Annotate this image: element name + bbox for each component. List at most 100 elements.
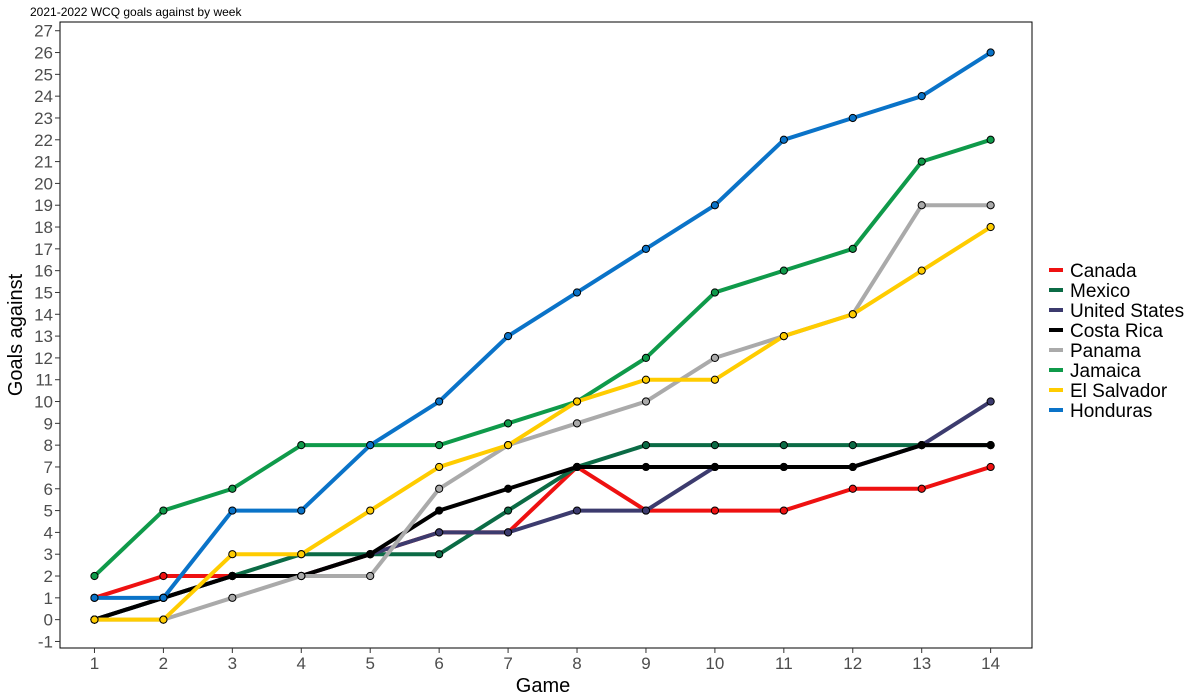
y-tick-label: 4 bbox=[44, 523, 53, 542]
legend-label-el-salvador: El Salvador bbox=[1070, 381, 1168, 402]
y-tick-label: 16 bbox=[34, 262, 53, 281]
data-point-panama bbox=[366, 571, 375, 581]
y-tick-label: 15 bbox=[34, 283, 53, 302]
data-point-mexico bbox=[848, 441, 857, 450]
x-tick-label: 5 bbox=[365, 654, 374, 673]
data-point-honduras bbox=[366, 441, 375, 450]
series-line-mexico bbox=[92, 443, 993, 622]
series-line-honduras bbox=[92, 50, 993, 600]
data-point-el-salvador bbox=[503, 441, 513, 450]
data-point-costa-rica bbox=[503, 484, 513, 493]
data-point-honduras bbox=[710, 201, 719, 210]
series-line-el-salvador bbox=[92, 225, 993, 622]
data-point-costa-rica bbox=[228, 571, 237, 581]
legend-label-jamaica: Jamaica bbox=[1070, 361, 1141, 382]
legend-label-honduras: Honduras bbox=[1070, 401, 1152, 422]
data-point-el-salvador bbox=[366, 506, 375, 515]
data-point-panama bbox=[917, 201, 926, 210]
data-point-united-states bbox=[503, 528, 513, 537]
y-tick-label: 1 bbox=[44, 589, 53, 608]
data-point-united-states bbox=[641, 506, 651, 515]
data-point-mexico bbox=[503, 506, 513, 515]
data-point-el-salvador bbox=[228, 550, 237, 559]
data-point-canada bbox=[986, 462, 995, 472]
data-point-canada bbox=[779, 506, 788, 515]
y-tick-label: 2 bbox=[44, 567, 53, 586]
data-point-jamaica bbox=[848, 244, 857, 253]
data-point-united-states bbox=[435, 528, 444, 537]
y-tick-label: 0 bbox=[44, 611, 53, 630]
legend-label-canada: Canada bbox=[1070, 261, 1137, 282]
plot-panel bbox=[59, 21, 1033, 649]
data-point-honduras bbox=[435, 397, 444, 406]
y-tick-label: 12 bbox=[34, 349, 53, 368]
data-point-jamaica bbox=[503, 419, 513, 428]
data-point-jamaica bbox=[435, 441, 444, 450]
data-point-jamaica bbox=[710, 288, 719, 297]
x-tick-label: 7 bbox=[503, 654, 512, 673]
data-point-jamaica bbox=[779, 266, 788, 275]
x-axis-title: Game bbox=[516, 675, 570, 697]
y-tick-label: 23 bbox=[34, 109, 53, 128]
data-point-costa-rica bbox=[435, 506, 444, 515]
y-tick-label: 22 bbox=[34, 131, 53, 150]
series-points bbox=[90, 48, 995, 624]
data-point-el-salvador bbox=[90, 615, 99, 624]
legend-label-costa-rica: Costa Rica bbox=[1070, 321, 1163, 342]
data-point-honduras bbox=[159, 593, 168, 602]
y-tick-label: 17 bbox=[34, 240, 53, 259]
data-point-panama bbox=[710, 353, 719, 363]
data-point-canada bbox=[848, 484, 857, 493]
series-line-costa-rica bbox=[92, 443, 993, 622]
series-line-jamaica bbox=[92, 137, 993, 579]
data-point-jamaica bbox=[917, 157, 926, 166]
data-point-el-salvador bbox=[986, 222, 995, 232]
data-point-honduras bbox=[90, 593, 99, 602]
y-tick-label: 19 bbox=[34, 196, 53, 215]
x-tick-label: 1 bbox=[90, 654, 99, 673]
data-point-united-states bbox=[986, 397, 995, 406]
y-tick-label: 8 bbox=[44, 436, 53, 455]
x-axis: 1 2 3 4 5 6 7 8 9 10 11 12 13 14 bbox=[90, 648, 1000, 673]
y-tick-label: 26 bbox=[34, 44, 53, 63]
data-point-panama bbox=[641, 397, 651, 406]
data-point-costa-rica bbox=[366, 550, 375, 559]
y-tick-label: 5 bbox=[44, 502, 53, 521]
data-point-el-salvador bbox=[297, 550, 306, 559]
data-point-jamaica bbox=[90, 571, 99, 581]
data-point-costa-rica bbox=[641, 462, 651, 472]
data-point-el-salvador bbox=[710, 375, 719, 384]
data-point-united-states bbox=[572, 506, 582, 515]
data-point-panama bbox=[228, 593, 237, 602]
data-point-honduras bbox=[986, 48, 995, 57]
data-point-el-salvador bbox=[572, 397, 582, 406]
data-point-panama bbox=[986, 201, 995, 210]
legend-label-panama: Panama bbox=[1070, 341, 1141, 362]
data-point-canada bbox=[159, 571, 168, 581]
data-point-el-salvador bbox=[159, 615, 168, 624]
y-tick-label: 18 bbox=[34, 218, 53, 237]
data-point-canada bbox=[917, 484, 926, 493]
data-point-costa-rica bbox=[917, 441, 926, 450]
data-point-costa-rica bbox=[710, 462, 719, 472]
y-tick-label: 3 bbox=[44, 545, 53, 564]
y-axis: -101234567891011121314151617181920212223… bbox=[34, 22, 60, 651]
data-point-panama bbox=[572, 419, 582, 428]
data-point-honduras bbox=[848, 113, 857, 123]
data-point-el-salvador bbox=[779, 331, 788, 341]
y-tick-label: 10 bbox=[34, 393, 53, 412]
y-tick-label: 25 bbox=[34, 65, 53, 84]
data-point-honduras bbox=[641, 244, 651, 253]
y-tick-label: 20 bbox=[34, 174, 53, 193]
data-point-jamaica bbox=[297, 441, 306, 450]
x-tick-label: 8 bbox=[572, 654, 581, 673]
data-point-mexico bbox=[641, 441, 651, 450]
x-tick-label: 12 bbox=[843, 654, 862, 673]
data-point-honduras bbox=[779, 135, 788, 144]
y-tick-label: 13 bbox=[34, 327, 53, 346]
series-lines bbox=[92, 50, 993, 622]
data-point-costa-rica bbox=[848, 462, 857, 472]
data-point-el-salvador bbox=[641, 375, 651, 384]
